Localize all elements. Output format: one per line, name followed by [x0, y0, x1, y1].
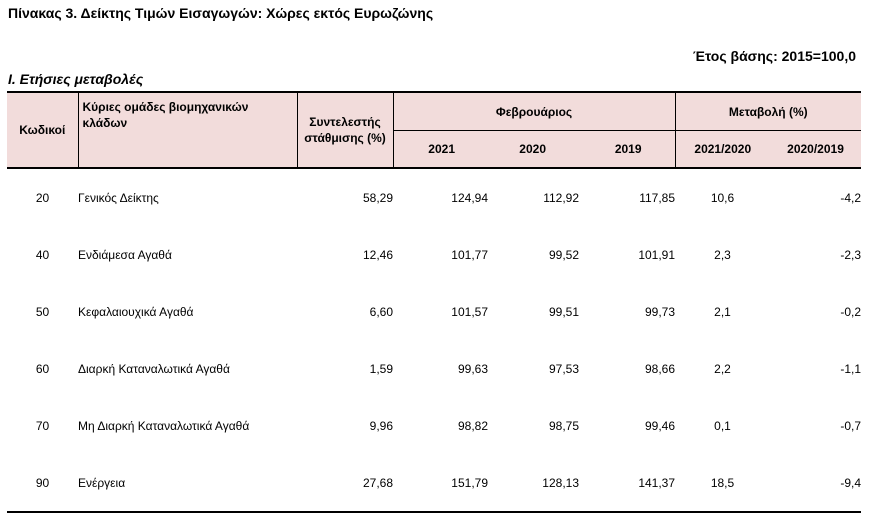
row-name: Διαρκή Καταναλωτικά Αγαθά — [78, 361, 230, 376]
row-value-2020: 99,52 — [548, 247, 579, 262]
row-change-2021-2020: 2,3 — [714, 247, 731, 262]
row-value-2020: 97,53 — [548, 361, 579, 376]
row-value-2021: 99,63 — [457, 361, 488, 376]
row-value-2020: 112,92 — [488, 167, 579, 226]
row-change-2020-2019: -9,4 — [770, 454, 862, 513]
header-change-2020-2019: 2020/2019 — [770, 130, 862, 168]
row-value-2019: 99,46 — [644, 418, 676, 433]
table-body: 20 Γενικός Δείκτης 58,29 124,94 112,92 117,85… — [7, 167, 862, 513]
row-value-2021: 101,57 — [451, 304, 488, 319]
row-code: 40 — [35, 247, 50, 262]
row-weight: 27,68 — [297, 454, 393, 513]
header-month: Φεβρουάριος — [392, 91, 676, 131]
row-change-2021-2020: 2,1 — [714, 304, 731, 319]
row-value-2021: 101,77 — [451, 247, 488, 262]
row-value-2019: 141,37 — [579, 454, 676, 513]
table-row: 20 Γενικός Δείκτης 58,29 124,94 112,92 117,85… — [7, 167, 862, 226]
header-year-2019: 2019 — [579, 130, 676, 168]
row-name: Γενικός Δείκτης — [78, 167, 297, 226]
row-code: 60 — [35, 361, 50, 376]
header-change-2021-2020: 2021/2020 — [675, 130, 771, 168]
row-weight: 1,59 — [369, 361, 393, 376]
row-name: Μη Διαρκή Καταναλωτικά Αγαθά — [78, 418, 250, 433]
row-name: Ενδιάμεσα Αγαθά — [78, 247, 172, 262]
header-year-2021: 2021 — [392, 130, 488, 168]
row-value-2019: 99,73 — [644, 304, 676, 319]
base-year-note: Έτος βάσης: 2015=100,0 — [693, 48, 856, 64]
header-change: Μεταβολή (%) — [675, 91, 862, 131]
row-value-2021: 98,82 — [457, 418, 488, 433]
row-code: 50 — [35, 304, 50, 319]
row-value-2021: 151,79 — [393, 454, 488, 513]
row-weight: 58,29 — [297, 167, 393, 226]
row-change-2021-2020: 10,6 — [675, 167, 771, 226]
row-weight: 9,96 — [369, 418, 393, 433]
row-value-2020: 128,13 — [488, 454, 579, 513]
row-change-2020-2019: -1,1 — [840, 361, 862, 376]
row-name: Ενέργεια — [78, 454, 297, 513]
import-price-index-table: Κωδικοί Κύριες ομάδες βιομηχανικών κλάδω… — [7, 91, 862, 513]
row-value-2019: 98,66 — [644, 361, 676, 376]
row-code: 70 — [35, 418, 50, 433]
row-weight: 6,60 — [369, 304, 393, 319]
table-row: 40 Ενδιάμεσα Αγαθά 12,46 101,77 99,52 101,91 2… — [7, 226, 861, 283]
table-row: 60 Διαρκή Καταναλωτικά Αγαθά 1,59 99,63 97,5… — [7, 340, 861, 397]
row-value-2019: 117,85 — [579, 167, 676, 226]
header-code: Κωδικοί — [7, 91, 79, 168]
header-weight: Συντελεστής στάθμισης (%) — [297, 91, 393, 168]
row-weight: 12,46 — [362, 247, 393, 262]
row-change-2020-2019: -0,2 — [840, 304, 862, 319]
row-value-2020: 99,51 — [548, 304, 579, 319]
header-year-2020: 2020 — [488, 130, 579, 168]
row-change-2020-2019: -4,2 — [770, 167, 862, 226]
row-change-2021-2020: 18,5 — [675, 454, 771, 513]
row-value-2019: 101,91 — [638, 247, 676, 262]
header-group: Κύριες ομάδες βιομηχανικών κλάδων — [78, 91, 298, 168]
row-code: 20 — [7, 167, 78, 226]
row-value-2021: 124,94 — [393, 167, 488, 226]
row-name: Κεφαλαιουχικά Αγαθά — [78, 304, 194, 319]
table-row: 70 Μη Διαρκή Καταναλωτικά Αγαθά 9,96 98,82 9… — [7, 397, 861, 454]
row-change-2021-2020: 0,1 — [714, 418, 731, 433]
table-row: 50 Κεφαλαιουχικά Αγαθά 6,60 101,57 99,51 99,7… — [7, 283, 861, 340]
page-title: Πίνακας 3. Δείκτης Τιμών Εισαγωγών: Χώρε… — [8, 5, 434, 21]
row-code: 90 — [7, 454, 78, 513]
row-change-2021-2020: 2,2 — [714, 361, 731, 376]
table-row: 90 Ενέργεια 27,68 151,79 128,13 141,37 18,5 -9,… — [7, 454, 862, 513]
row-change-2020-2019: -2,3 — [840, 247, 862, 262]
section-heading: Ι. Ετήσιες μεταβολές — [8, 71, 144, 87]
row-change-2020-2019: -0,7 — [840, 418, 862, 433]
row-value-2020: 98,75 — [548, 418, 579, 433]
